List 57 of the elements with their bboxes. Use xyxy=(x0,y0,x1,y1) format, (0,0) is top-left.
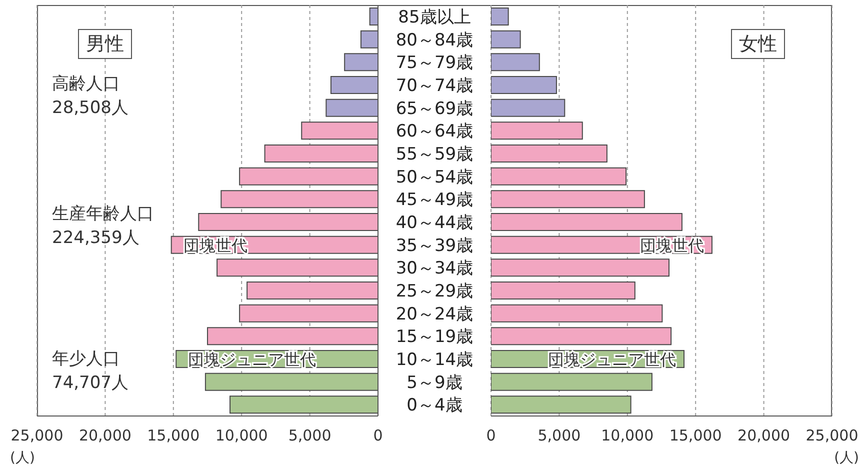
bar xyxy=(491,327,672,346)
bar xyxy=(491,396,632,414)
y-tick-label: 60～64歳 xyxy=(396,122,474,142)
y-tick-label: 75～79歳 xyxy=(396,53,474,74)
annotation: 団塊世代 xyxy=(183,236,248,255)
x-tick-label: 10,000 xyxy=(215,426,268,445)
annotation: 団塊ジュニア世代 xyxy=(548,350,676,369)
bar xyxy=(491,167,627,186)
annotation: 生産年齢人口 224,359人 xyxy=(52,203,154,250)
y-tick-label: 85歳以上 xyxy=(398,7,471,28)
bar xyxy=(491,30,521,48)
bar xyxy=(491,190,645,208)
y-tick-label: 25～29歳 xyxy=(396,281,474,302)
bar xyxy=(491,98,566,117)
bar xyxy=(491,282,636,300)
annotation: 高齢人口 28,508人 xyxy=(52,73,128,120)
x-tick-label: 5,000 xyxy=(538,426,581,445)
bar xyxy=(491,213,682,231)
x-axis-title: (人) xyxy=(834,449,859,467)
annotation: 男性 xyxy=(78,29,132,59)
bar xyxy=(491,8,509,26)
bar xyxy=(491,53,540,72)
y-tick-label: 55～59歳 xyxy=(396,144,474,164)
y-tick-label: 65～69歳 xyxy=(396,98,474,119)
y-tick-label: 40～44歳 xyxy=(396,212,474,233)
x-tick-label: 5,000 xyxy=(288,426,332,445)
x-tick-label: 10,000 xyxy=(601,426,654,445)
y-tick-label: 20～24歳 xyxy=(396,304,474,324)
y-tick-label: 10～14歳 xyxy=(396,350,474,370)
bar xyxy=(491,372,652,391)
x-tick-label: 0 xyxy=(373,426,383,445)
y-tick-label: 30～34歳 xyxy=(396,258,474,279)
y-tick-label: 0～4歳 xyxy=(406,396,462,416)
y-tick-label: 15～19歳 xyxy=(396,327,474,348)
bar xyxy=(491,304,663,322)
x-tick-label: 20,000 xyxy=(78,426,132,445)
annotation: 団塊世代 xyxy=(640,236,704,255)
annotation: 団塊ジュニア世代 xyxy=(188,350,316,369)
x-tick-label: 15,000 xyxy=(669,426,722,445)
x-axis-title: (人) xyxy=(10,449,35,467)
x-tick-label: 25,000 xyxy=(806,426,858,445)
annotation: 年少人口 74,707人 xyxy=(52,348,128,395)
x-tick-label: 15,000 xyxy=(147,426,200,445)
y-tick-label: 70～74歳 xyxy=(396,76,474,96)
y-tick-label: 50～54歳 xyxy=(396,167,474,188)
y-tick-label: 45～49歳 xyxy=(396,190,474,210)
y-tick-label: 80～84歳 xyxy=(396,30,474,50)
y-tick-label: 35～39歳 xyxy=(396,236,474,256)
x-tick-label: 0 xyxy=(486,426,496,445)
x-tick-label: 20,000 xyxy=(738,426,790,445)
bar xyxy=(491,144,608,162)
bar xyxy=(491,258,670,277)
y-tick-label: 5～9歳 xyxy=(406,372,462,393)
bar xyxy=(491,122,583,140)
bar xyxy=(491,76,557,94)
annotation: 女性 xyxy=(731,29,785,59)
x-tick-label: 25,000 xyxy=(10,426,64,445)
